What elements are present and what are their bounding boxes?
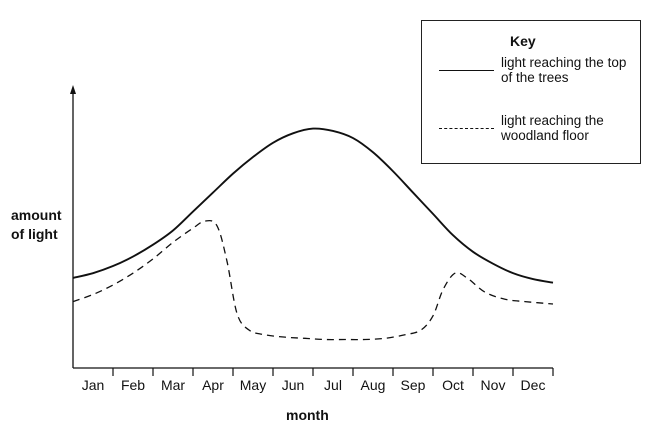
legend-swatch-solid [439, 70, 494, 71]
x-ticks [112, 368, 554, 376]
series-lines [72, 127, 554, 341]
y-axis-label-text: amount of light [11, 207, 62, 242]
x-tick-label: May [240, 377, 266, 393]
legend-swatch-dashed [439, 128, 494, 129]
legend-entry-top-of-trees: light reaching the top of the trees [501, 55, 627, 85]
x-tick-label: Aug [361, 377, 386, 393]
x-tick-label: Feb [121, 377, 145, 393]
x-axis-label: month [286, 407, 329, 423]
x-tick-label: Sep [401, 377, 426, 393]
x-tick-label: Apr [202, 377, 224, 393]
legend-title: Key [510, 33, 536, 49]
legend-entry-woodland-floor: light reaching the woodland floor [501, 113, 604, 143]
x-tick-label: Jan [82, 377, 105, 393]
legend: Key light reaching the top of the trees … [421, 20, 641, 164]
x-tick-labels: Jan Feb Mar Apr May Jun Jul Aug Sep Oct Nov Dec [82, 377, 546, 393]
x-tick-label: Mar [161, 377, 185, 393]
x-tick-label: Dec [521, 377, 546, 393]
y-axis-arrow [70, 85, 76, 94]
x-tick-label: Jun [282, 377, 305, 393]
series-line-woodland-floor [72, 219, 554, 341]
y-axis-label: amount of light [11, 206, 73, 244]
series-line-top-of-trees [72, 127, 554, 284]
x-tick-label: Oct [442, 377, 464, 393]
x-tick-label: Nov [481, 377, 506, 393]
x-tick-label: Jul [324, 377, 342, 393]
